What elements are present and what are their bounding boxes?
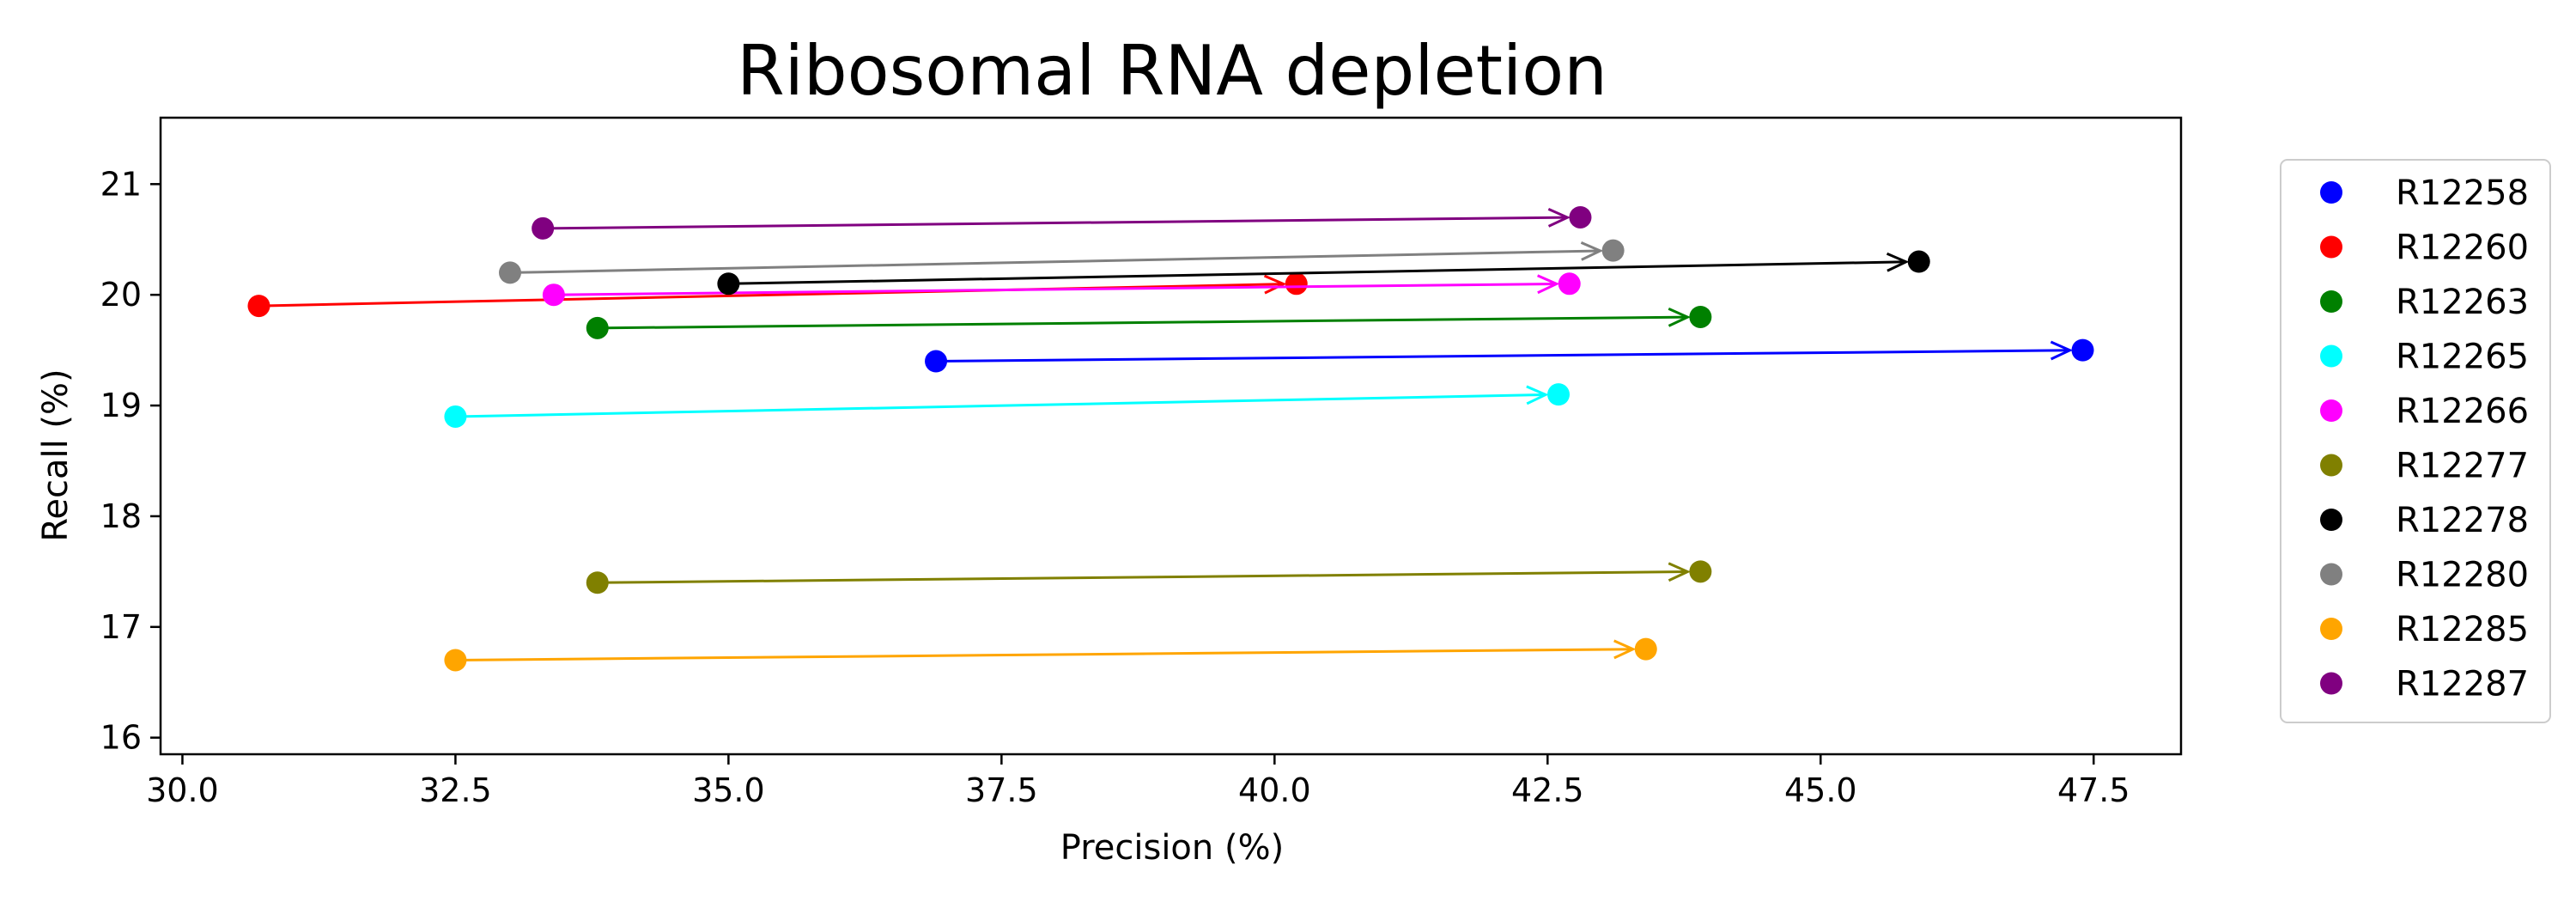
y-tick-label: 18 bbox=[100, 497, 142, 535]
arrow-line-R12258 bbox=[936, 349, 2070, 363]
legend-marker-R12258 bbox=[2320, 181, 2342, 204]
arrow-line-R12285 bbox=[455, 648, 1633, 661]
legend-marker-R12278 bbox=[2320, 509, 2342, 531]
arrow-head-R12266 bbox=[1537, 274, 1560, 295]
end-point-R12263 bbox=[1689, 305, 1712, 328]
legend-label-R12278: R12278 bbox=[2396, 501, 2529, 540]
arrow-head-R12263 bbox=[1668, 307, 1691, 327]
y-axis-label: Recall (%) bbox=[36, 369, 76, 541]
y-tick-label: 21 bbox=[100, 165, 142, 203]
arrow-head-R12278 bbox=[1886, 252, 1910, 272]
arrow-head-R12280 bbox=[1580, 241, 1604, 261]
legend-marker-R12265 bbox=[2320, 344, 2342, 368]
y-tick-label: 20 bbox=[100, 276, 142, 314]
series-R12263 bbox=[586, 305, 1712, 339]
x-tick-label: 35.0 bbox=[692, 771, 765, 809]
x-tick-label: 32.5 bbox=[419, 771, 492, 809]
y-tick-label: 16 bbox=[100, 719, 142, 757]
arrow-head-R12260 bbox=[1263, 274, 1287, 295]
arrow-line-R12266 bbox=[553, 282, 1557, 296]
end-point-R12277 bbox=[1689, 560, 1712, 583]
plot-frame bbox=[159, 116, 2183, 756]
series-R12260 bbox=[247, 272, 1308, 318]
arrow-line-R12278 bbox=[728, 260, 1906, 285]
legend-label-R12260: R12260 bbox=[2396, 229, 2529, 268]
legend-marker-R12266 bbox=[2320, 399, 2342, 422]
end-point-R12285 bbox=[1634, 637, 1657, 661]
legend-marker-R12285 bbox=[2320, 618, 2342, 640]
start-point-R12266 bbox=[542, 283, 565, 307]
x-tick-label: 37.5 bbox=[965, 771, 1038, 809]
x-tick-label: 40.0 bbox=[1238, 771, 1311, 809]
arrow-line-R12265 bbox=[455, 393, 1546, 418]
series-R12278 bbox=[717, 250, 1930, 296]
start-point-R12278 bbox=[717, 272, 740, 296]
x-tick-label: 47.5 bbox=[2057, 771, 2130, 809]
series-R12280 bbox=[499, 239, 1625, 284]
y-tick-label: 19 bbox=[100, 387, 142, 424]
legend: R12258 R12260 R12263 R12265 R12266 R12277 R122… bbox=[2280, 159, 2551, 723]
start-point-R12287 bbox=[532, 216, 555, 240]
legend-marker-R12280 bbox=[2320, 563, 2342, 586]
arrow-head-R12258 bbox=[2050, 340, 2074, 361]
start-point-R12258 bbox=[925, 350, 948, 373]
end-point-R12265 bbox=[1547, 383, 1571, 406]
start-point-R12285 bbox=[444, 649, 467, 672]
start-point-R12277 bbox=[586, 571, 609, 594]
legend-box bbox=[2280, 159, 2551, 723]
legend-label-R12280: R12280 bbox=[2396, 556, 2529, 595]
legend-marker-R12277 bbox=[2320, 454, 2342, 477]
end-point-R12280 bbox=[1601, 239, 1625, 262]
arrow-line-R12287 bbox=[543, 216, 1568, 230]
chart-title: Ribosomal RNA depletion bbox=[737, 31, 1607, 111]
y-tick-label: 17 bbox=[100, 608, 142, 646]
x-axis-label: Precision (%) bbox=[1060, 828, 1284, 868]
x-tick-label: 45.0 bbox=[1784, 771, 1857, 809]
end-point-R12260 bbox=[1285, 272, 1308, 296]
series-R12266 bbox=[542, 272, 1581, 307]
legend-label-R12265: R12265 bbox=[2396, 338, 2529, 377]
plot-area bbox=[247, 205, 2094, 672]
series-R12258 bbox=[925, 338, 2094, 373]
legend-label-R12277: R12277 bbox=[2396, 447, 2529, 486]
legend-label-R12258: R12258 bbox=[2396, 174, 2529, 213]
arrow-head-R12265 bbox=[1526, 385, 1549, 405]
series-R12265 bbox=[444, 383, 1571, 428]
legend-label-R12266: R12266 bbox=[2396, 392, 2529, 431]
legend-marker-R12263 bbox=[2320, 290, 2342, 313]
x-tick-label: 30.0 bbox=[146, 771, 219, 809]
end-point-R12287 bbox=[1569, 205, 1592, 229]
arrow-line-R12263 bbox=[597, 315, 1688, 330]
end-point-R12258 bbox=[2071, 338, 2094, 362]
arrow-head-R12287 bbox=[1547, 208, 1571, 228]
legend-marker-R12260 bbox=[2320, 235, 2342, 259]
end-point-R12278 bbox=[1907, 250, 1930, 273]
arrow-head-R12285 bbox=[1613, 639, 1637, 660]
start-point-R12260 bbox=[247, 295, 270, 318]
legend-label-R12287: R12287 bbox=[2396, 665, 2529, 704]
end-point-R12266 bbox=[1558, 272, 1581, 296]
series-R12287 bbox=[532, 205, 1592, 240]
legend-label-R12263: R12263 bbox=[2396, 283, 2529, 322]
legend-label-R12285: R12285 bbox=[2396, 610, 2529, 649]
start-point-R12265 bbox=[444, 405, 467, 428]
arrow-head-R12277 bbox=[1668, 562, 1691, 582]
arrow-line-R12280 bbox=[509, 249, 1601, 274]
series-R12285 bbox=[444, 637, 1657, 672]
start-point-R12280 bbox=[499, 261, 522, 284]
axes: 30.0 32.5 35.0 37.5 40.0 42.5 45.0 47.5 16 17 18 19… bbox=[100, 116, 2183, 809]
series-R12277 bbox=[586, 560, 1712, 594]
x-tick-label: 42.5 bbox=[1511, 771, 1584, 809]
arrow-line-R12277 bbox=[597, 570, 1688, 584]
legend-marker-R12287 bbox=[2320, 672, 2342, 695]
start-point-R12263 bbox=[586, 316, 609, 339]
